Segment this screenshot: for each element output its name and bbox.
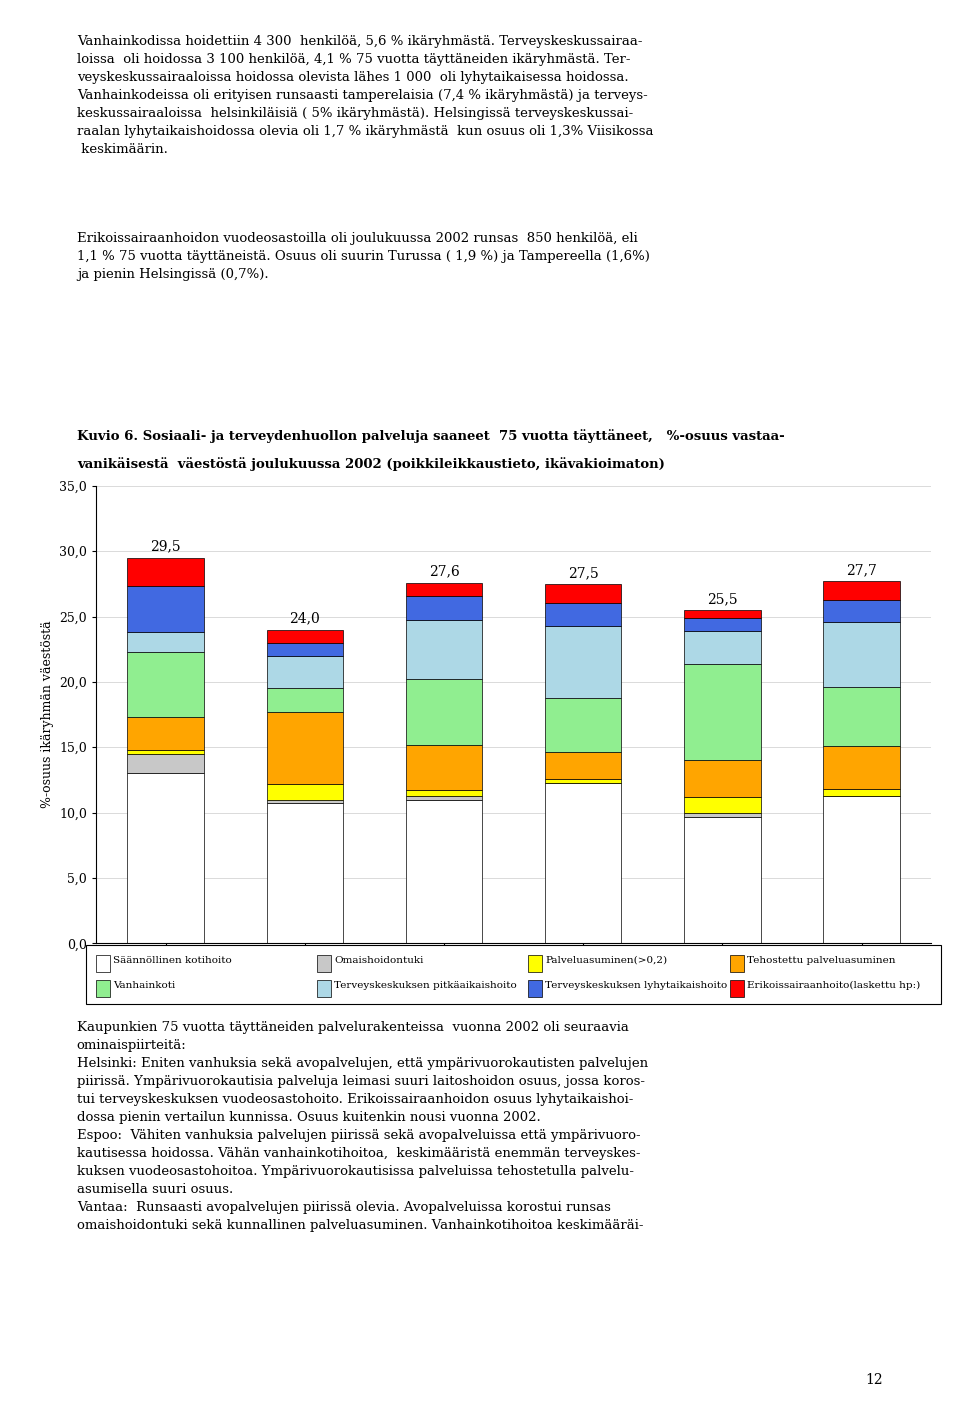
Y-axis label: %-osuus ikäryhmän väestöstä: %-osuus ikäryhmän väestöstä (40, 621, 54, 808)
Bar (545, 783, 621, 943)
Bar (684, 618, 760, 631)
Bar (406, 596, 482, 621)
Bar (545, 752, 621, 779)
Bar (267, 800, 343, 804)
Bar (684, 631, 760, 663)
Bar (684, 812, 760, 817)
Bar (128, 753, 204, 773)
Text: Säännöllinen kotihoito: Säännöllinen kotihoito (113, 956, 232, 964)
Bar (684, 817, 760, 943)
Text: Erikoissairaanhoito(laskettu hp:): Erikoissairaanhoito(laskettu hp:) (747, 981, 920, 990)
Bar (406, 621, 482, 679)
Bar (128, 632, 204, 652)
Text: vanikäisestä  väestöstä joulukuussa 2002 (poikkileikkaustieto, ikävakioimaton): vanikäisestä väestöstä joulukuussa 2002 … (77, 458, 664, 472)
Bar (406, 790, 482, 796)
Bar (267, 642, 343, 656)
Bar (406, 800, 482, 943)
Bar (128, 773, 204, 943)
Text: 27,7: 27,7 (846, 563, 877, 577)
Text: Erikoissairaanhoidon vuodeosastoilla oli joulukuussa 2002 runsas  850 henkilöä, : Erikoissairaanhoidon vuodeosastoilla oli… (77, 232, 650, 282)
Bar (545, 584, 621, 604)
Bar (406, 679, 482, 745)
Bar (824, 788, 900, 796)
Text: Tehostettu palveluasuminen: Tehostettu palveluasuminen (747, 956, 896, 964)
Bar (824, 622, 900, 687)
Bar (128, 750, 204, 753)
Text: Kuvio 6. Sosiaali- ja terveydenhuollon palveluja saaneet  75 vuotta täyttäneet, : Kuvio 6. Sosiaali- ja terveydenhuollon p… (77, 429, 784, 444)
Text: 27,6: 27,6 (428, 565, 460, 579)
Bar (824, 600, 900, 622)
Bar (267, 689, 343, 712)
Bar (545, 604, 621, 625)
Bar (684, 610, 760, 618)
Text: 24,0: 24,0 (289, 611, 321, 625)
Text: Terveyskeskuksen pitkäaikaishoito: Terveyskeskuksen pitkäaikaishoito (334, 981, 516, 990)
Bar (684, 797, 760, 812)
Text: Vanhainkoti: Vanhainkoti (113, 981, 176, 990)
Bar (128, 652, 204, 717)
Bar (406, 745, 482, 790)
Bar (545, 625, 621, 697)
Bar (406, 583, 482, 596)
Bar (824, 582, 900, 600)
Bar (545, 697, 621, 752)
Text: 27,5: 27,5 (567, 566, 599, 580)
Bar (824, 687, 900, 746)
Text: Kaupunkien 75 vuotta täyttäneiden palvelurakenteissa  vuonna 2002 oli seuraavia
: Kaupunkien 75 vuotta täyttäneiden palvel… (77, 1021, 648, 1232)
Bar (545, 779, 621, 783)
Bar (267, 804, 343, 943)
Bar (267, 784, 343, 800)
Bar (684, 760, 760, 797)
Text: Palveluasuminen(>0,2): Palveluasuminen(>0,2) (545, 956, 667, 964)
Text: Omaishoidontuki: Omaishoidontuki (334, 956, 423, 964)
Bar (128, 586, 204, 632)
Text: Terveyskeskuksen lyhytaikaishoito: Terveyskeskuksen lyhytaikaishoito (545, 981, 728, 990)
Bar (267, 712, 343, 784)
Bar (824, 796, 900, 943)
Text: Vanhainkodissa hoidettiin 4 300  henkilöä, 5,6 % ikäryhmästä. Terveyskeskussaira: Vanhainkodissa hoidettiin 4 300 henkilöä… (77, 35, 654, 156)
Bar (824, 746, 900, 788)
Bar (267, 656, 343, 689)
Bar (406, 796, 482, 800)
Bar (128, 717, 204, 750)
Bar (128, 558, 204, 586)
Text: 25,5: 25,5 (708, 591, 737, 605)
Text: 12: 12 (866, 1373, 883, 1387)
Bar (267, 629, 343, 642)
Bar (684, 663, 760, 760)
Text: 29,5: 29,5 (151, 539, 180, 553)
